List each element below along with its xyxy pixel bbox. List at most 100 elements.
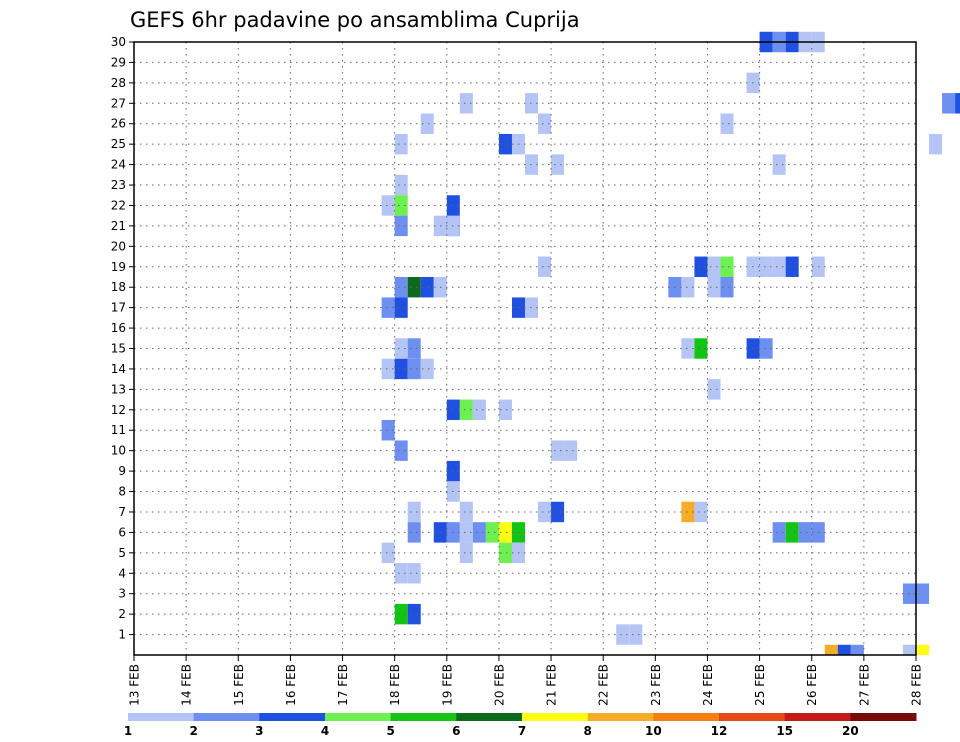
y-tick-label: 30 [111,35,126,49]
precip-cell [850,644,864,655]
y-tick-label: 6 [118,525,126,539]
precip-cell [824,644,838,655]
x-tick-label: 20 FEB [492,664,506,706]
precip-cell [459,93,473,114]
precip-cell [381,542,395,564]
y-tick-label: 15 [111,342,126,356]
precip-cell [525,297,539,318]
y-tick-label: 8 [118,485,126,499]
y-tick-label: 16 [111,321,126,335]
y-tick-label: 25 [111,137,126,151]
y-tick-label: 1 [118,628,126,642]
x-tick-label: 17 FEB [336,664,350,706]
precip-cell [525,154,539,175]
precip-cell [459,399,473,421]
precip-cell [472,399,486,421]
precip-cell [381,195,395,216]
x-tick-label: 22 FEB [597,664,611,706]
precip-cell [420,276,434,298]
precip-cell [459,542,473,564]
colorbar-label: 4 [321,724,329,738]
precip-cell [694,338,708,359]
precip-cell [551,440,565,461]
precip-cell [929,133,943,155]
precip-cell [485,522,499,543]
precip-cell [381,297,395,318]
precip-cell [394,195,408,216]
y-tick-label: 13 [111,382,126,396]
precip-cell [955,93,960,114]
y-tick-label: 23 [111,178,126,192]
precip-cell [902,644,916,655]
precip-cell [720,276,734,298]
precip-cell [394,440,408,461]
y-tick-label: 17 [111,301,126,315]
x-tick-label: 19 FEB [440,664,454,706]
precip-cell [394,174,408,196]
precip-cell [551,154,565,175]
precip-cell [772,256,786,277]
precip-cell [681,338,695,359]
precip-cell [381,358,395,380]
y-tick-label: 22 [111,198,126,212]
precip-cell [394,133,408,155]
precip-cell [772,154,786,175]
precip-cell [759,338,773,359]
precip-cell [720,256,734,277]
precip-cell [420,113,434,134]
y-tick-label: 3 [118,587,126,601]
precip-cell [942,93,956,114]
precip-cell [407,358,421,380]
colorbar-segment [587,713,654,721]
x-tick-label: 15 FEB [232,664,246,706]
precip-cell [707,276,721,298]
colorbar-segment [784,713,851,721]
colorbar-segment [456,713,523,721]
precip-cell [759,256,773,277]
precip-cell [538,113,552,134]
y-tick-label: 14 [111,362,126,376]
y-tick-label: 19 [111,260,126,274]
precip-cell [407,501,421,523]
colorbar-label: 7 [518,724,526,738]
precip-cell [394,358,408,380]
y-tick-label: 5 [118,546,126,560]
precip-cell [785,256,799,277]
precip-cell [837,644,851,655]
chart-title: GEFS 6hr padavine po ansamblima Cuprija [130,8,580,32]
precip-cell [681,501,695,523]
colorbar-label: 5 [386,724,394,738]
y-tick-label: 12 [111,403,126,417]
precip-cell [420,358,434,380]
grid-lines [134,41,916,655]
colorbar-segment [259,713,326,721]
precip-cell [459,522,473,543]
colorbar-segment [850,713,917,721]
precip-cell [916,644,930,655]
precip-cell [772,522,786,543]
precip-cell [394,276,408,298]
precip-cell [616,624,630,645]
y-tick-label: 11 [111,423,126,437]
precip-cell [394,215,408,237]
precip-cell [394,297,408,318]
precip-cell [525,93,539,114]
precip-cell [916,583,930,604]
y-tick-label: 26 [111,117,126,131]
precip-cell [498,133,512,155]
x-tick-label: 18 FEB [388,664,402,706]
precip-cell [498,399,512,421]
precip-cell [681,276,695,298]
y-tick-label: 4 [118,566,126,580]
colorbar-segment [719,713,786,721]
y-tick-label: 7 [118,505,126,519]
colorbar-label: 3 [255,724,263,738]
colorbar-segment [325,713,392,721]
y-tick-label: 18 [111,280,126,294]
y-tick-label: 27 [111,96,126,110]
colorbar-label: 6 [452,724,460,738]
x-tick-label: 21 FEB [545,664,559,706]
precip-cell [407,563,421,584]
precip-cell [785,522,799,543]
